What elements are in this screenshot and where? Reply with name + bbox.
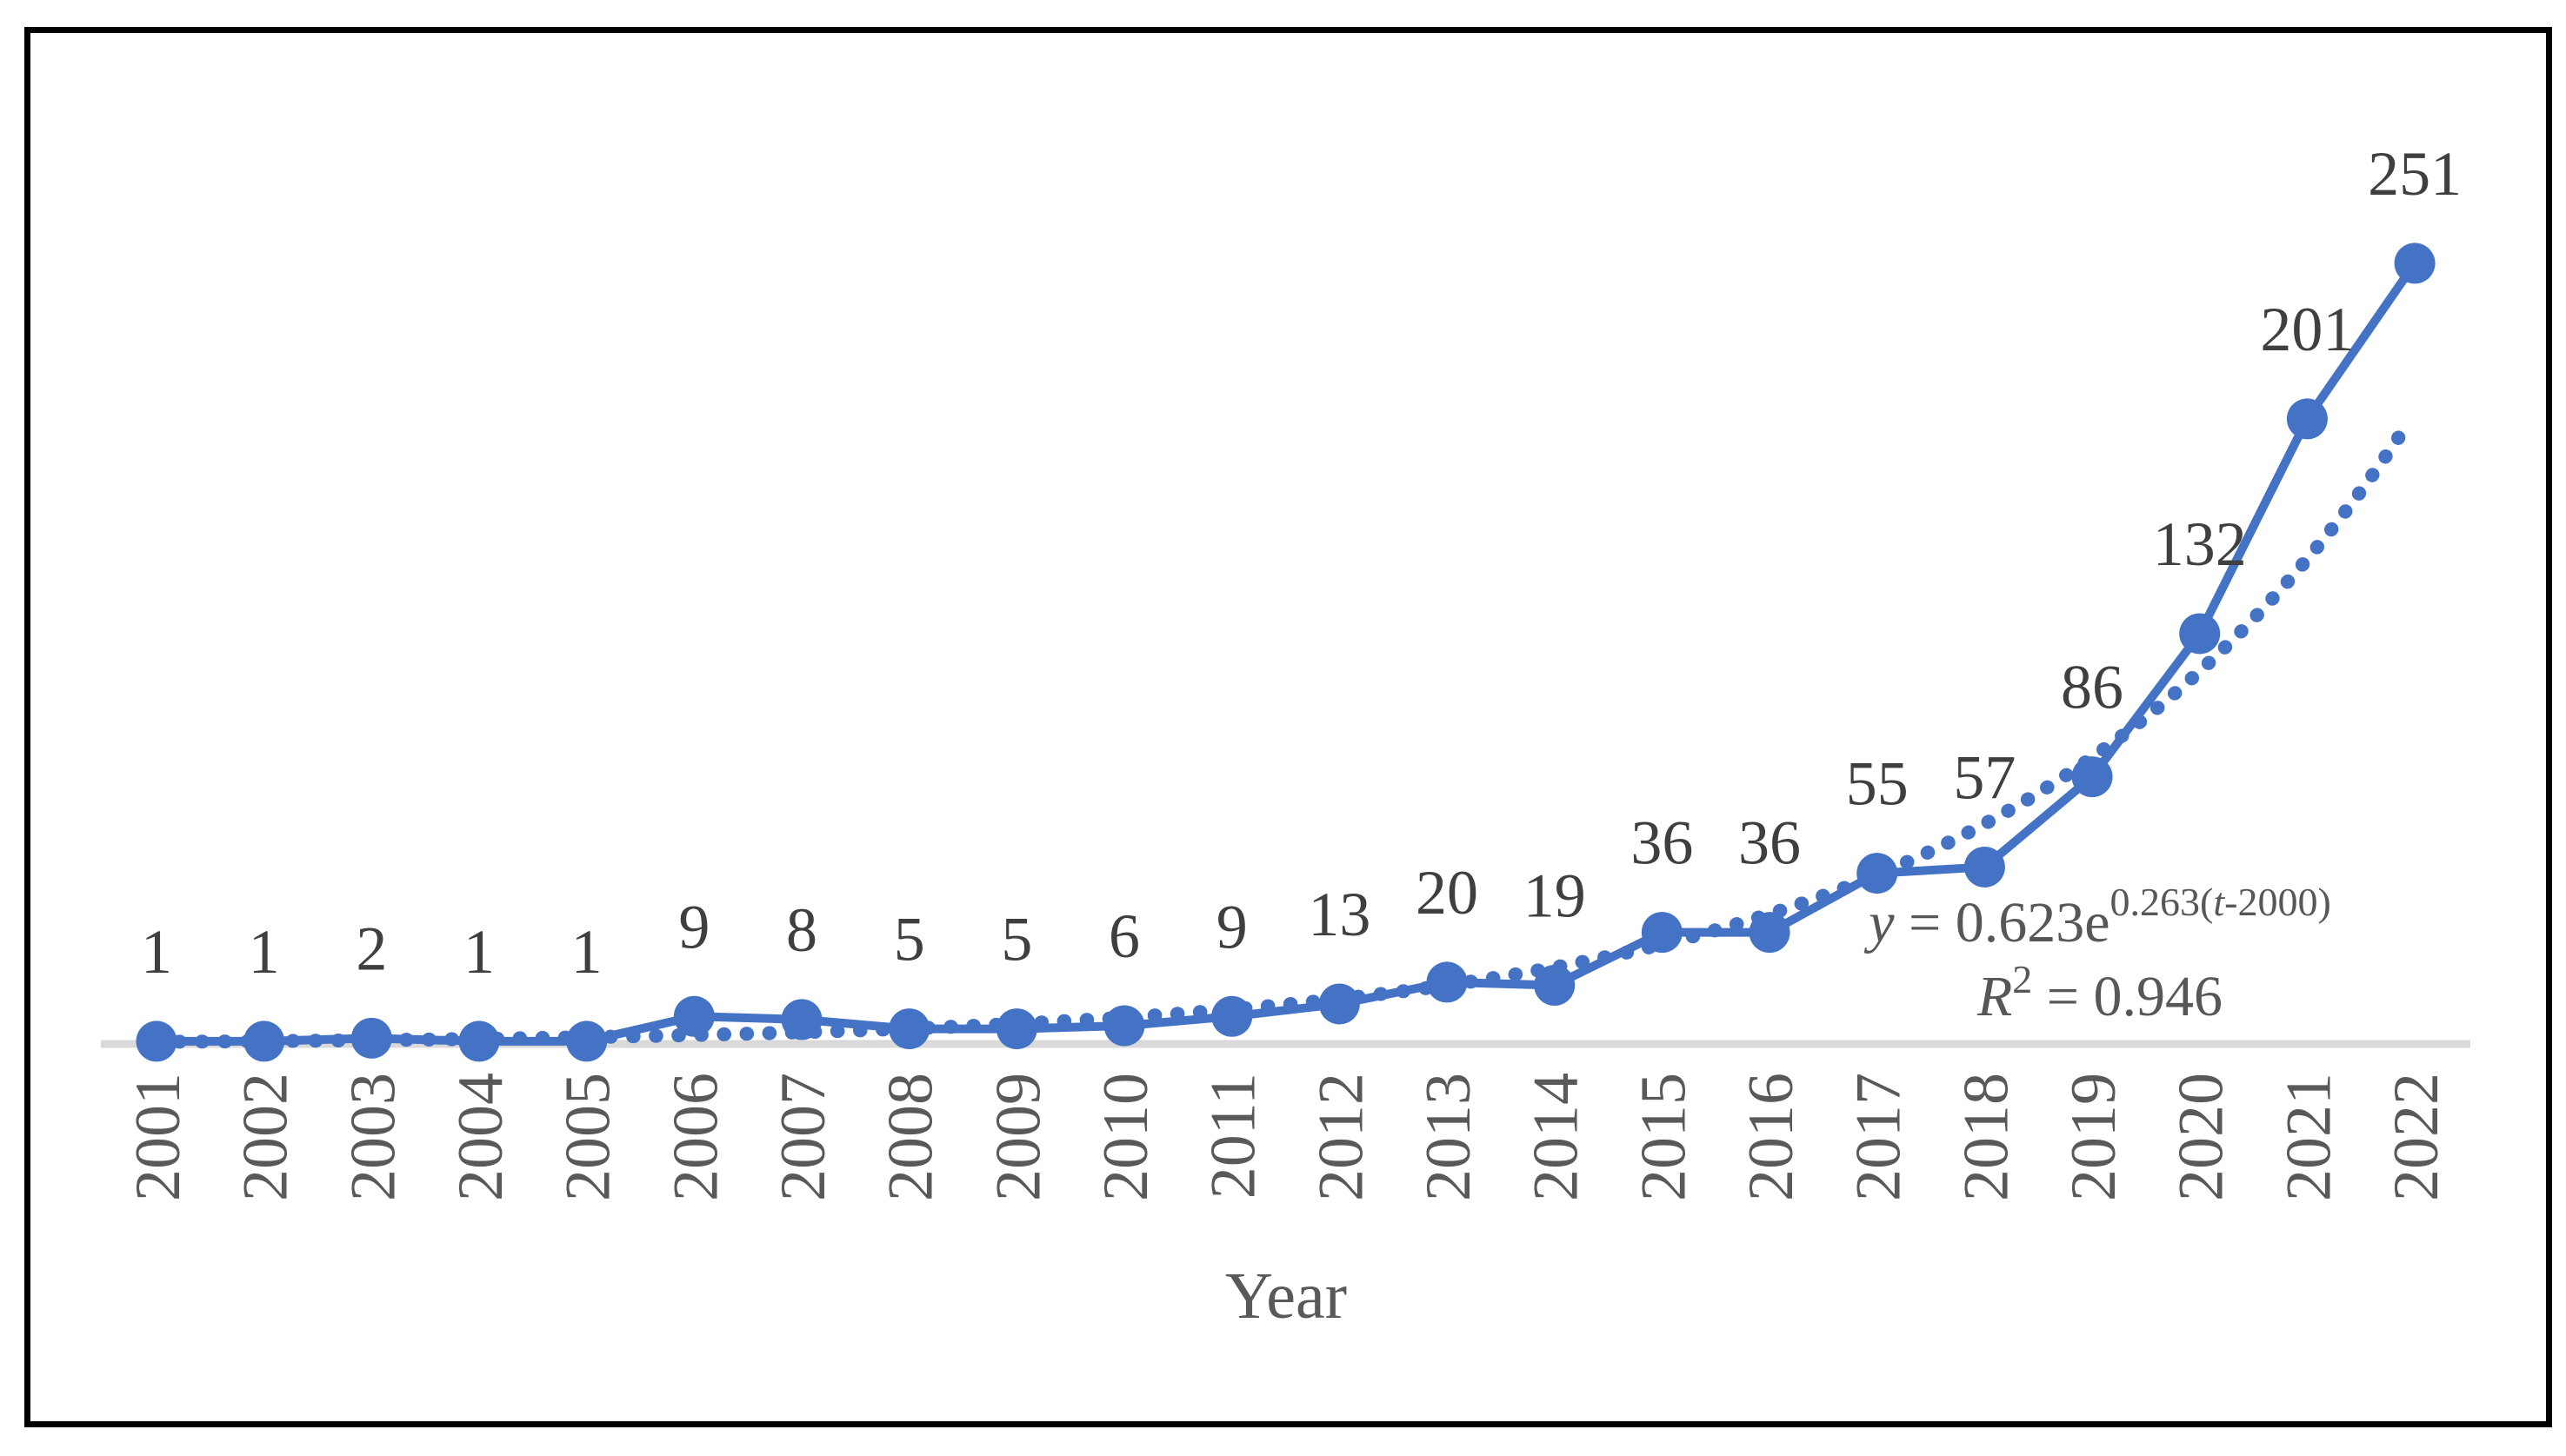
- data-point-2013: [1426, 961, 1468, 1003]
- data-point-2022: [2394, 243, 2436, 284]
- data-point-2008: [889, 1008, 930, 1050]
- data-point-2018: [1963, 846, 2005, 888]
- data-label-2006: 9: [678, 892, 710, 961]
- data-label-2016: 36: [1738, 808, 1801, 878]
- data-label-2012: 13: [1308, 880, 1370, 949]
- data-point-2011: [1211, 995, 1253, 1037]
- data-label-2005: 1: [571, 917, 603, 987]
- data-point-2003: [350, 1017, 392, 1059]
- data-point-2009: [996, 1008, 1037, 1050]
- data-point-2001: [136, 1021, 177, 1062]
- data-point-2002: [243, 1021, 285, 1062]
- equation-exponent-pre: 0.263(: [2110, 880, 2214, 924]
- data-label-2020: 132: [2153, 509, 2247, 579]
- data-label-2019: 86: [2061, 653, 2123, 722]
- data-point-2004: [458, 1021, 500, 1062]
- x-tick-label-2014: 2014: [1521, 1073, 1592, 1201]
- data-label-2009: 5: [1001, 905, 1032, 974]
- data-label-2004: 1: [463, 917, 495, 987]
- r-squared-value: = 0.946: [2032, 965, 2223, 1028]
- equation-lhs: y: [1863, 891, 1895, 954]
- data-point-2010: [1103, 1005, 1145, 1047]
- equation-exponent-var: t: [2213, 880, 2225, 924]
- data-point-2017: [1856, 853, 1898, 894]
- data-label-2022: 251: [2368, 139, 2462, 209]
- series-markers: [136, 243, 2436, 1062]
- trendline-equation: y = 0.623e0.263(t-2000): [1863, 880, 2331, 954]
- x-tick-label-2012: 2012: [1305, 1073, 1376, 1201]
- data-point-2014: [1534, 964, 1576, 1006]
- x-tick-label-2009: 2009: [983, 1073, 1054, 1201]
- data-label-2013: 20: [1416, 858, 1478, 927]
- x-tick-label-2020: 2020: [2166, 1073, 2237, 1201]
- data-point-2021: [2286, 398, 2328, 440]
- data-label-2008: 5: [894, 905, 925, 974]
- equation-exponent-post: -2000): [2224, 880, 2331, 924]
- x-tick-label-2013: 2013: [1413, 1073, 1484, 1201]
- data-label-2003: 2: [356, 914, 387, 983]
- x-tick-labels: 2001 2002 2003 2004 2005 2006 2007 2008 2009 2010…: [123, 1073, 2452, 1201]
- x-tick-label-2001: 2001: [123, 1073, 194, 1201]
- data-label-2007: 8: [786, 895, 817, 965]
- x-tick-label-2015: 2015: [1628, 1073, 1699, 1201]
- equation-body: = 0.623e: [1895, 891, 2110, 954]
- trendline-dotted: [150, 422, 2411, 1049]
- r-squared-sup: 2: [2012, 957, 2032, 1001]
- data-point-2020: [2179, 613, 2221, 655]
- x-tick-label-2011: 2011: [1198, 1073, 1270, 1199]
- x-tick-label-2010: 2010: [1090, 1073, 1162, 1201]
- x-tick-label-2003: 2003: [337, 1073, 409, 1201]
- x-tick-label-2022: 2022: [2381, 1073, 2452, 1201]
- x-tick-label-2007: 2007: [768, 1073, 839, 1201]
- data-point-2012: [1318, 983, 1360, 1025]
- series-line: [152, 258, 2420, 1046]
- x-tick-label-2021: 2021: [2273, 1073, 2344, 1201]
- data-label-2002: 1: [249, 917, 280, 987]
- data-label-2011: 9: [1216, 892, 1248, 961]
- data-label-2017: 55: [1846, 749, 1909, 819]
- data-label-2015: 36: [1630, 808, 1693, 878]
- data-label-2018: 57: [1953, 742, 2016, 812]
- data-label-2010: 6: [1109, 901, 1140, 971]
- data-label-2014: 19: [1523, 861, 1586, 930]
- x-tick-label-2008: 2008: [876, 1073, 947, 1201]
- data-label-2001: 1: [141, 917, 172, 987]
- x-tick-label-2019: 2019: [2058, 1073, 2129, 1201]
- data-point-2007: [781, 999, 823, 1040]
- x-tick-label-2004: 2004: [445, 1073, 517, 1201]
- data-point-2019: [2071, 756, 2113, 798]
- x-axis-title: Year: [1225, 1260, 1347, 1333]
- data-label-2021: 201: [2260, 295, 2354, 364]
- x-tick-label-2002: 2002: [230, 1073, 302, 1201]
- x-tick-label-2005: 2005: [553, 1073, 624, 1201]
- r-squared-var: R: [1976, 965, 2012, 1028]
- x-tick-label-2018: 2018: [1950, 1073, 2022, 1201]
- data-point-2005: [566, 1021, 608, 1062]
- x-tick-label-2016: 2016: [1736, 1073, 1807, 1201]
- x-tick-label-2006: 2006: [660, 1073, 731, 1201]
- r-squared-label: R2 = 0.946: [1976, 957, 2223, 1028]
- data-point-2015: [1641, 912, 1683, 954]
- x-tick-label-2017: 2017: [1843, 1073, 1915, 1201]
- data-point-2006: [673, 995, 715, 1037]
- data-point-2016: [1749, 912, 1790, 954]
- figure-border: [24, 27, 2552, 1427]
